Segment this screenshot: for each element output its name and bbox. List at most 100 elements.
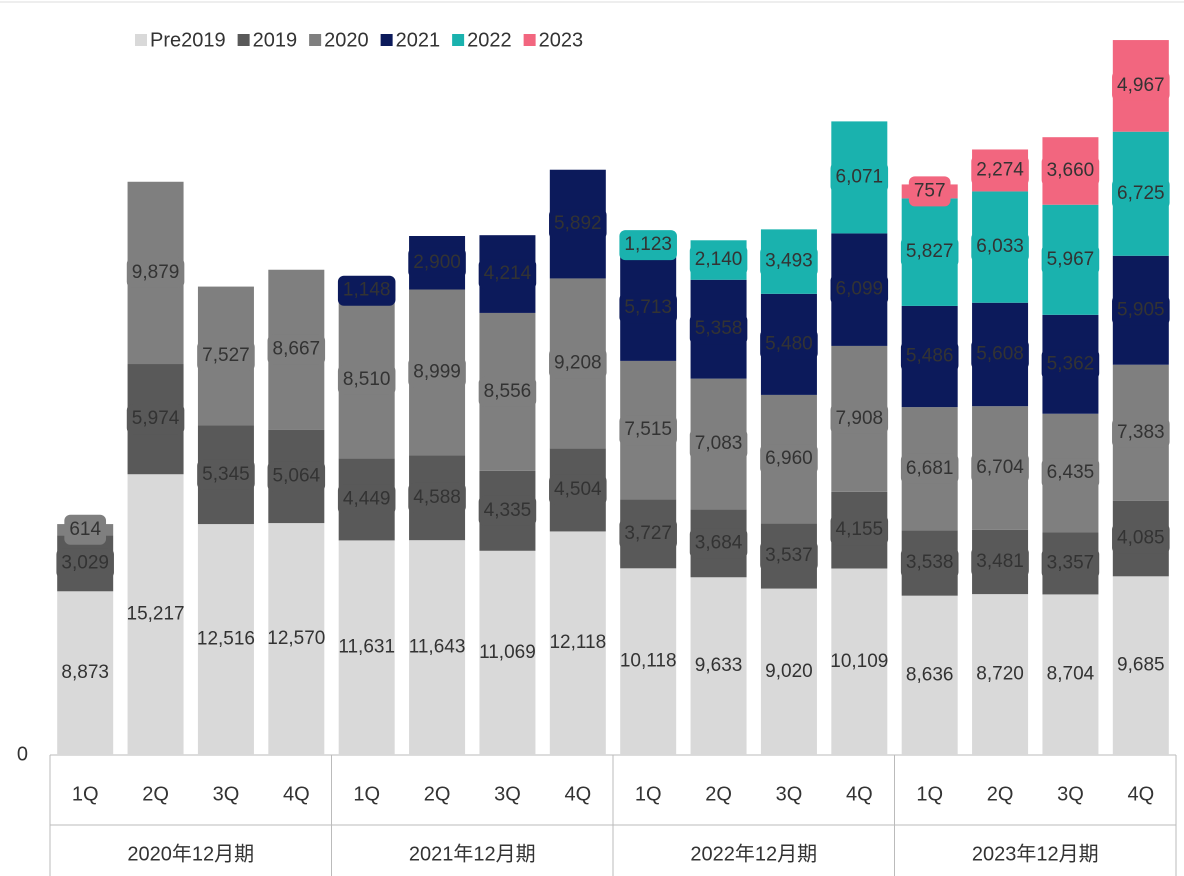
legend-swatch bbox=[237, 34, 250, 46]
value-label-bg bbox=[64, 514, 107, 545]
bar-segment bbox=[127, 474, 184, 755]
value-label: 3,727 bbox=[624, 523, 672, 544]
bar-segment bbox=[549, 531, 606, 755]
group-label: 2023年12月期 bbox=[972, 842, 1099, 865]
value-label: 9,879 bbox=[132, 262, 180, 283]
value-label: 9,633 bbox=[695, 655, 743, 676]
x-tick-label: 3Q bbox=[776, 783, 803, 805]
x-tick-label: 2Q bbox=[705, 783, 732, 805]
value-label-bg bbox=[478, 259, 537, 290]
value-label: 11,643 bbox=[409, 637, 466, 658]
bar-segment bbox=[620, 568, 677, 755]
value-label: 12,118 bbox=[549, 632, 606, 653]
legend-label: 2022 bbox=[467, 29, 512, 51]
value-label: 12,516 bbox=[197, 629, 255, 650]
value-label-bg bbox=[689, 428, 748, 459]
x-tick-label: 3Q bbox=[213, 783, 240, 805]
value-label: 5,974 bbox=[132, 408, 180, 429]
value-label: 8,704 bbox=[1047, 664, 1095, 685]
value-label-bg bbox=[267, 461, 326, 492]
value-label-bg bbox=[619, 415, 677, 446]
x-tick-label: 3Q bbox=[494, 783, 521, 805]
value-label: 4,588 bbox=[413, 487, 461, 508]
value-label: 9,685 bbox=[1117, 655, 1165, 676]
value-label-bg bbox=[760, 246, 818, 277]
value-label: 4,214 bbox=[484, 263, 532, 284]
value-label-bg bbox=[56, 548, 114, 579]
legend-label: Pre2019 bbox=[150, 29, 226, 51]
value-label: 8,873 bbox=[61, 662, 109, 683]
value-label: 8,636 bbox=[906, 664, 954, 685]
value-label-bg bbox=[337, 275, 396, 306]
value-label: 6,099 bbox=[836, 279, 884, 300]
value-label: 6,960 bbox=[765, 448, 813, 469]
value-label: 5,608 bbox=[976, 343, 1024, 364]
value-label-bg bbox=[830, 162, 889, 193]
value-label: 5,362 bbox=[1047, 353, 1095, 374]
value-label-bg bbox=[549, 209, 607, 240]
value-label-bg bbox=[197, 341, 255, 372]
value-label-bg bbox=[619, 230, 677, 261]
value-label-bg bbox=[900, 453, 959, 484]
legend-label: 2023 bbox=[539, 29, 584, 51]
value-label: 8,720 bbox=[976, 664, 1024, 685]
x-tick-label: 1Q bbox=[916, 783, 943, 805]
bar-segment bbox=[268, 523, 325, 755]
value-label-bg bbox=[1112, 178, 1170, 209]
x-tick-label: 4Q bbox=[564, 783, 591, 805]
value-label-bg bbox=[971, 339, 1029, 370]
value-label: 7,383 bbox=[1117, 422, 1165, 443]
legend-swatch bbox=[523, 34, 536, 46]
group-label: 2020年12月期 bbox=[127, 842, 254, 865]
bar-segment bbox=[409, 540, 466, 755]
value-label-bg bbox=[830, 274, 889, 305]
x-tick-label: 2Q bbox=[142, 783, 169, 805]
value-label-bg bbox=[900, 237, 959, 268]
x-tick-label: 4Q bbox=[1127, 783, 1154, 805]
value-label: 6,681 bbox=[906, 458, 954, 479]
value-label-bg bbox=[689, 314, 748, 345]
bar-segment bbox=[1112, 576, 1169, 755]
value-label: 9,208 bbox=[554, 352, 602, 373]
x-tick-label: 2Q bbox=[987, 783, 1014, 805]
value-label: 3,481 bbox=[976, 551, 1024, 572]
value-label: 5,486 bbox=[906, 346, 954, 367]
value-label-bg bbox=[267, 334, 326, 365]
value-label-bg bbox=[760, 444, 818, 475]
value-label: 4,967 bbox=[1117, 75, 1165, 96]
x-tick-label: 1Q bbox=[353, 783, 380, 805]
value-label-bg bbox=[971, 547, 1029, 578]
y-tick-label: 0 bbox=[17, 743, 28, 765]
value-label: 4,335 bbox=[484, 500, 532, 521]
x-tick-label: 1Q bbox=[635, 783, 662, 805]
legend-label: 2021 bbox=[396, 29, 441, 51]
value-label: 2,274 bbox=[976, 159, 1024, 180]
value-label-bg bbox=[1041, 244, 1100, 275]
value-label-bg bbox=[549, 474, 607, 505]
value-label-bg bbox=[908, 176, 951, 207]
value-label-bg bbox=[619, 293, 677, 324]
value-label: 5,827 bbox=[906, 241, 954, 262]
value-label: 6,435 bbox=[1047, 462, 1095, 483]
value-label-bg bbox=[1041, 155, 1100, 186]
value-label-bg bbox=[830, 515, 889, 546]
group-label: 2021年12月期 bbox=[409, 842, 536, 865]
bar-segment bbox=[1042, 594, 1099, 755]
value-label-bg bbox=[971, 232, 1029, 263]
value-label: 4,155 bbox=[836, 519, 884, 540]
value-label: 5,345 bbox=[202, 464, 250, 485]
value-label-bg bbox=[478, 495, 537, 526]
value-label-bg bbox=[337, 364, 396, 395]
value-label-bg bbox=[1112, 70, 1170, 101]
bar-segment bbox=[831, 568, 888, 755]
value-label-bg bbox=[689, 528, 748, 559]
value-label: 9,020 bbox=[765, 661, 813, 682]
legend-label: 2020 bbox=[324, 29, 369, 51]
value-label-bg bbox=[830, 403, 889, 434]
value-label: 4,449 bbox=[343, 488, 391, 509]
value-label: 3,357 bbox=[1047, 552, 1095, 573]
value-label: 5,713 bbox=[624, 297, 672, 318]
value-label: 15,217 bbox=[127, 604, 185, 625]
value-label-bg bbox=[408, 247, 466, 278]
